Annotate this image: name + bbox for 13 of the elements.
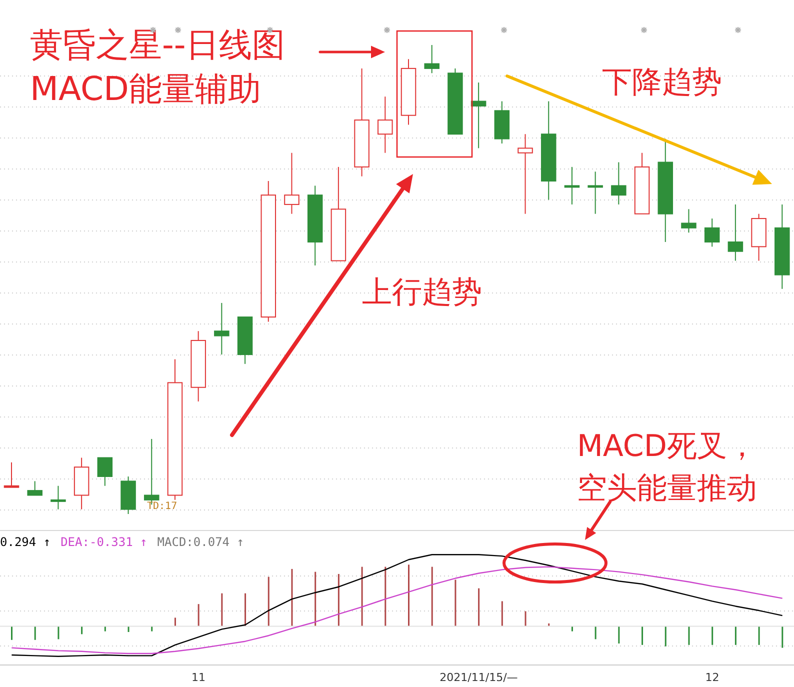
text: DEA:-0.331 ↑ [60,535,148,549]
x-tick-label: 12 [705,670,720,684]
text: 0.294 ↑ [0,535,51,549]
text: MACD:0.074 ↑ [157,535,244,549]
annotation: 上行趋势 [362,275,482,310]
annotation: 下降趋势 [602,65,722,100]
annotation: 黄昏之星--日线图 [30,25,285,64]
annotation: MACD死叉， [577,429,757,464]
x-tick-label: 2021/11/15/— [440,670,518,684]
annotation: TD:17 [147,501,178,512]
x-tick-label: 11 [192,670,206,684]
annotation: MACD能量辅助 [30,69,261,108]
annotation: 空头能量推动 [577,471,757,506]
